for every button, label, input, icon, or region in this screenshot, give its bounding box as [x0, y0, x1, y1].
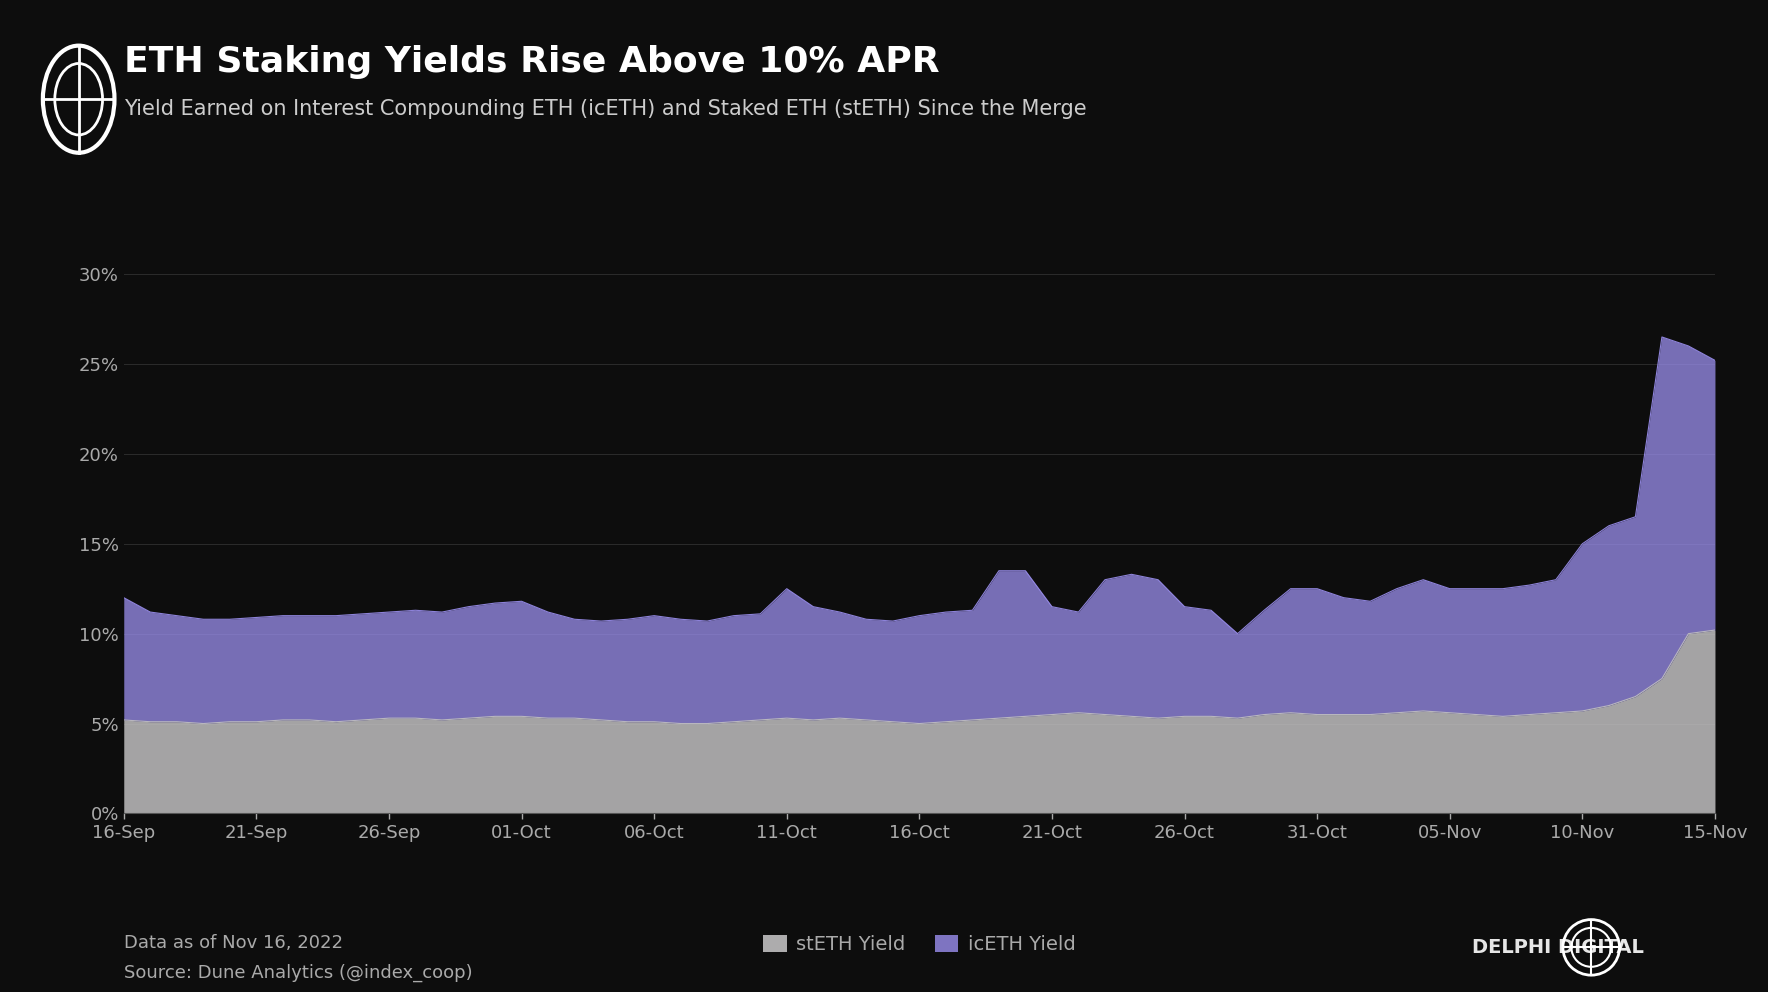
Text: Data as of Nov 16, 2022: Data as of Nov 16, 2022	[124, 934, 343, 952]
Legend: stETH Yield, icETH Yield: stETH Yield, icETH Yield	[755, 927, 1084, 961]
Text: Source: Dune Analytics (@index_coop): Source: Dune Analytics (@index_coop)	[124, 964, 472, 982]
Text: DELPHI DIGITAL: DELPHI DIGITAL	[1473, 938, 1644, 957]
Text: ETH Staking Yields Rise Above 10% APR: ETH Staking Yields Rise Above 10% APR	[124, 46, 939, 79]
Text: Yield Earned on Interest Compounding ETH (icETH) and Staked ETH (stETH) Since th: Yield Earned on Interest Compounding ETH…	[124, 99, 1086, 119]
